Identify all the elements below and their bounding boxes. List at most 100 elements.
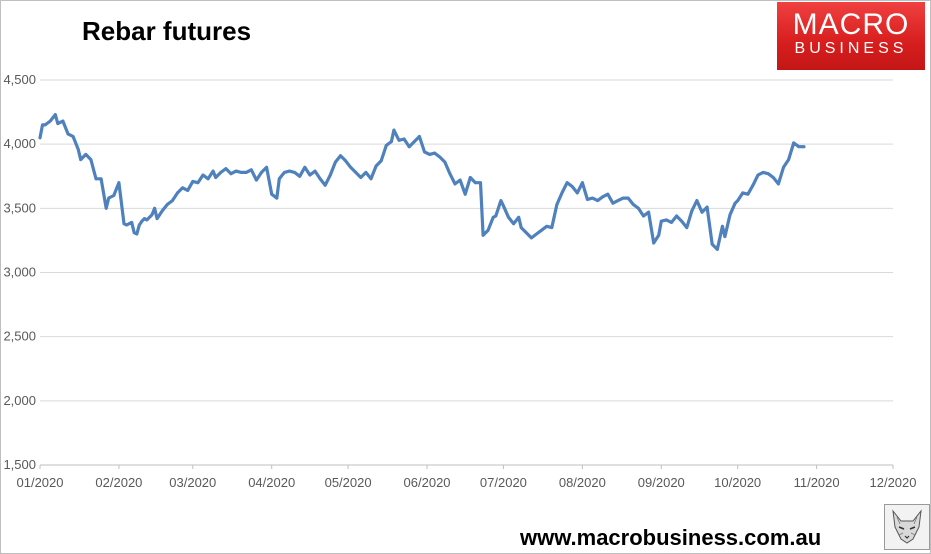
- data-point: [591, 196, 594, 200]
- data-point: [61, 119, 65, 123]
- data-point: [176, 191, 179, 195]
- data-point: [140, 219, 144, 223]
- data-point: [491, 215, 495, 219]
- data-point: [239, 171, 243, 174]
- data-point: [792, 141, 796, 145]
- data-point: [453, 182, 457, 186]
- data-point: [397, 138, 401, 142]
- x-tick-label: 10/2020: [714, 475, 761, 490]
- data-point: [76, 147, 80, 151]
- data-point: [616, 199, 620, 203]
- data-point: [277, 177, 281, 181]
- data-point: [494, 214, 498, 218]
- macrobusiness-logo: MACRO BUSINESS: [777, 2, 925, 70]
- data-point: [611, 201, 615, 205]
- data-point: [132, 231, 136, 235]
- data-point: [787, 158, 790, 162]
- data-point: [79, 158, 83, 162]
- x-tick-label: 01/2020: [17, 475, 64, 490]
- series-line-rebar: [38, 113, 806, 251]
- data-point: [206, 177, 210, 181]
- data-point: [652, 241, 656, 245]
- data-point: [137, 223, 141, 227]
- data-point: [379, 159, 383, 163]
- data-point: [117, 181, 121, 185]
- logo-line-macro: MACRO: [792, 8, 910, 41]
- data-point: [524, 231, 528, 235]
- x-tick-label: 08/2020: [559, 475, 606, 490]
- data-point: [499, 199, 503, 203]
- data-point: [596, 199, 599, 203]
- data-point: [339, 154, 342, 158]
- data-point: [275, 196, 279, 200]
- data-point: [601, 195, 605, 199]
- data-point: [308, 173, 312, 177]
- data-point: [270, 192, 274, 196]
- data-point: [48, 119, 52, 123]
- data-point: [771, 176, 775, 179]
- data-point: [710, 242, 714, 246]
- data-point: [443, 160, 447, 164]
- data-point: [234, 169, 238, 173]
- data-point: [344, 159, 347, 163]
- data-point: [606, 192, 610, 196]
- x-tick-label: 07/2020: [480, 475, 527, 490]
- data-point: [313, 169, 317, 173]
- data-point: [43, 123, 47, 127]
- data-point: [155, 217, 159, 221]
- data-point: [736, 199, 740, 203]
- y-tick-label: 4,500: [3, 72, 36, 87]
- data-point: [143, 217, 146, 221]
- y-tick-label: 4,000: [3, 136, 36, 151]
- data-point: [402, 137, 406, 141]
- data-point: [782, 165, 785, 169]
- data-point: [423, 150, 426, 154]
- data-point: [741, 191, 745, 195]
- data-point: [761, 171, 765, 174]
- x-tick-label: 12/2020: [870, 475, 917, 490]
- data-point: [586, 198, 589, 201]
- data-point: [298, 174, 302, 178]
- data-point: [797, 145, 801, 149]
- data-point: [728, 213, 732, 217]
- y-axis: 1,500 2,000 2,500 3,000 3,500 4,000 4,500: [3, 72, 36, 472]
- data-point: [463, 192, 467, 196]
- data-point: [481, 233, 485, 237]
- data-point: [293, 171, 296, 174]
- data-point: [56, 122, 60, 125]
- data-point: [479, 181, 482, 185]
- data-point: [670, 221, 673, 224]
- y-tick-label: 2,500: [3, 329, 36, 344]
- data-point: [575, 191, 579, 195]
- data-point: [318, 177, 322, 181]
- x-tick-label: 05/2020: [325, 475, 372, 490]
- data-point: [642, 214, 645, 218]
- data-point: [438, 155, 442, 159]
- data-point: [125, 223, 128, 227]
- data-point: [384, 144, 388, 147]
- data-point: [751, 183, 755, 187]
- data-point: [723, 235, 727, 239]
- data-point: [107, 196, 111, 200]
- data-point: [502, 204, 505, 208]
- x-tick-label: 04/2020: [248, 475, 295, 490]
- data-point: [224, 167, 228, 171]
- fox-icon: [884, 504, 930, 550]
- data-point: [550, 226, 554, 230]
- data-point: [565, 181, 569, 185]
- data-point: [705, 205, 709, 209]
- data-point: [122, 222, 126, 226]
- data-point: [191, 180, 195, 183]
- data-point: [746, 192, 750, 196]
- data-point: [540, 228, 543, 232]
- x-tick-label: 11/2020: [794, 475, 840, 490]
- data-point: [349, 165, 352, 169]
- data-point: [733, 201, 737, 205]
- data-point: [458, 178, 462, 182]
- data-point: [196, 181, 200, 185]
- data-point: [665, 218, 668, 222]
- data-point: [354, 171, 358, 174]
- data-point: [265, 165, 268, 169]
- data-point: [777, 182, 780, 186]
